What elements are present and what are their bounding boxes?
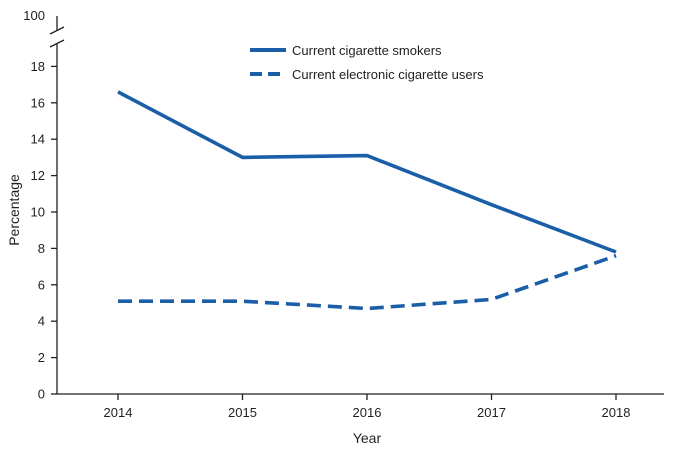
x-tick-label: 2016 [353, 405, 382, 420]
series-layer [117, 90, 617, 311]
series-line-e-cigarette-users [118, 254, 617, 311]
x-axis-title: Year [353, 430, 382, 446]
legend-label-cigarette-smokers: Current cigarette smokers [292, 43, 442, 58]
y-tick-label: 12 [31, 168, 45, 183]
y-tick-label: 10 [31, 205, 45, 220]
y-tick-label: 18 [31, 59, 45, 74]
x-tick-label: 2018 [602, 405, 631, 420]
x-tick-label: 2014 [104, 405, 133, 420]
y-tick-label: 0 [38, 387, 45, 402]
y-tick-label: 16 [31, 95, 45, 110]
y-tick-label: 8 [38, 241, 45, 256]
y-tick-label: 2 [38, 350, 45, 365]
legend: Current cigarette smokers Current electr… [250, 43, 484, 82]
y-ticks: 0 2 4 6 8 10 12 14 16 18 [31, 59, 57, 402]
y-axis-title: Percentage [6, 174, 22, 246]
x-tick-label: 2015 [228, 405, 257, 420]
x-ticks: 2014 2015 2016 2017 2018 [104, 394, 631, 420]
y-break-top-label: 100 [23, 8, 45, 23]
series-line-cigarette-smokers [117, 90, 617, 254]
y-tick-label: 14 [31, 132, 45, 147]
y-tick-label: 6 [38, 277, 45, 292]
y-tick-label: 4 [38, 314, 45, 329]
x-tick-label: 2017 [477, 405, 506, 420]
legend-label-e-cigarette-users: Current electronic cigarette users [292, 67, 484, 82]
axis-break-mark [49, 26, 65, 48]
